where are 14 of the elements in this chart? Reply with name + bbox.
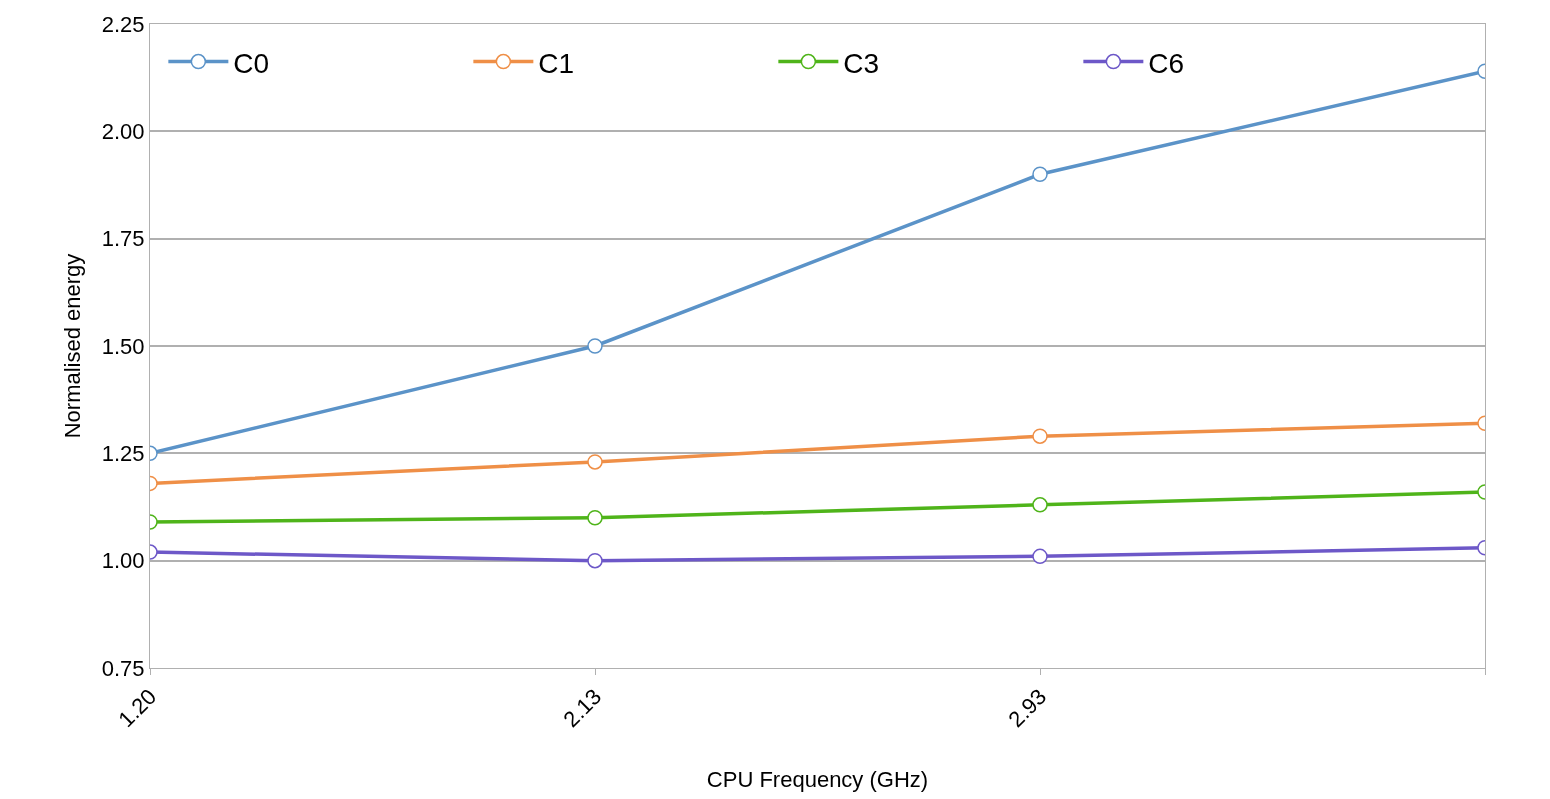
x-tick-label: 1.20 bbox=[113, 684, 162, 732]
y-axis-title: Normalised energy bbox=[59, 253, 85, 439]
y-tick-label: 1.00 bbox=[101, 548, 145, 574]
legend-label: C0 bbox=[233, 47, 270, 79]
y-tick-label: 2.25 bbox=[101, 11, 145, 37]
y-tick-label: 0.75 bbox=[101, 655, 145, 681]
y-tick-label: 1.25 bbox=[101, 441, 145, 467]
legend-label: C6 bbox=[1148, 47, 1185, 79]
y-tick-label: 2.00 bbox=[101, 119, 145, 145]
x-axis-title: CPU Frequency (GHz) bbox=[706, 766, 929, 792]
legend-label: C3 bbox=[843, 47, 880, 79]
legend-label: C1 bbox=[538, 47, 575, 79]
y-tick-label: 1.50 bbox=[101, 333, 145, 359]
y-tick-label: 1.75 bbox=[101, 226, 145, 252]
